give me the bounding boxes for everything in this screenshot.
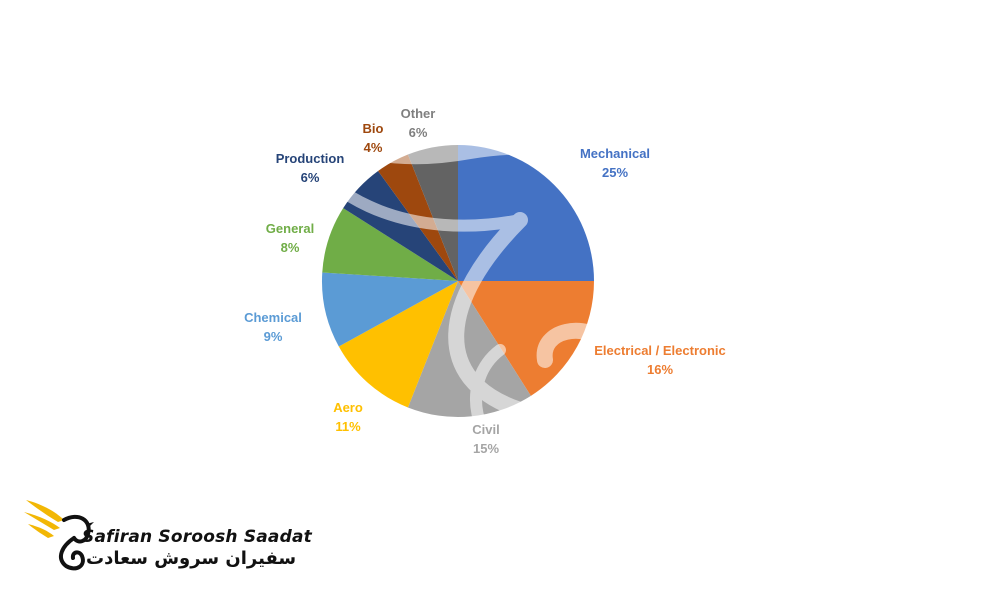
data-label-percent-other: 6%	[409, 125, 428, 140]
data-label-name-aero: Aero	[333, 400, 363, 415]
data-label-name-other: Other	[401, 106, 436, 121]
golden-wing-swan-icon	[24, 500, 94, 571]
data-label-name-civil: Civil	[472, 422, 499, 437]
pie-slice-civil	[407, 281, 531, 417]
pie-slices	[322, 145, 594, 417]
watermark-swan-icon	[259, 61, 672, 481]
logo-text-latin: Safiran Soroosh Saadat	[82, 527, 312, 547]
pie-slice-chemical	[322, 272, 458, 347]
logo-text-persian: سفیران سروش سعادت	[86, 548, 297, 569]
data-label-name-mechanical: Mechanical	[580, 146, 650, 161]
data-label-name-production: Production	[276, 151, 345, 166]
data-label-name-bio: Bio	[363, 121, 384, 136]
data-label-percent-bio: 4%	[364, 140, 383, 155]
pie-slice-electrical-electronic	[458, 281, 594, 396]
pie-slice-other	[407, 145, 458, 281]
data-label-percent-general: 8%	[281, 240, 300, 255]
data-label-percent-chemical: 9%	[264, 329, 283, 344]
data-label-percent-mechanical: 25%	[602, 165, 628, 180]
data-label-name-electrical-electronic: Electrical / Electronic	[594, 343, 726, 358]
pie-slice-aero	[338, 281, 458, 408]
pie-slice-general	[322, 208, 458, 281]
data-label-percent-production: 6%	[301, 170, 320, 185]
pie-labels: Mechanical 25% Electrical / Electronic 16% C…	[244, 106, 726, 456]
pie-slice-production	[343, 170, 458, 281]
data-label-percent-aero: 11%	[335, 419, 361, 434]
data-label-name-general: General	[266, 221, 314, 236]
data-label-percent-civil: 15%	[473, 441, 499, 456]
data-label-percent-electrical-electronic: 16%	[647, 362, 673, 377]
data-label-name-chemical: Chemical	[244, 310, 302, 325]
company-logo: Safiran Soroosh Saadat سفیران سروش سعادت	[22, 494, 312, 578]
